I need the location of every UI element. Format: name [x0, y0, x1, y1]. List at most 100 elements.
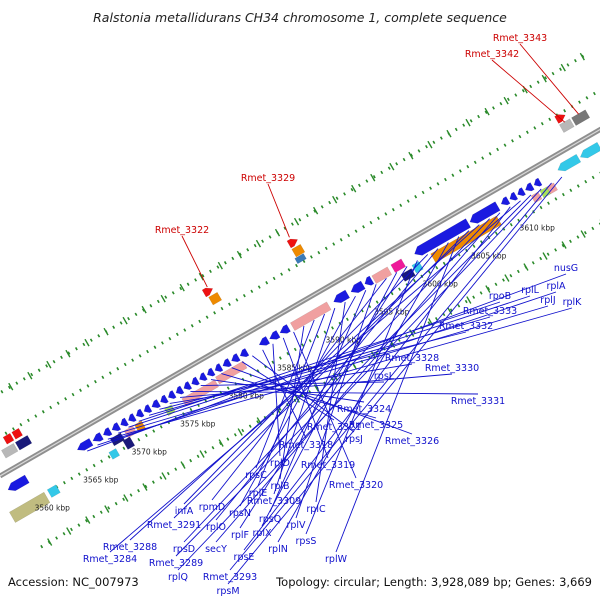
callout-rplk-label: rplK	[563, 297, 583, 308]
tick-label: 3560 kbp	[35, 503, 71, 512]
gene-red-3322	[201, 287, 214, 298]
map-title: Ralstonia metallidurans CH34 chromosome …	[93, 10, 507, 25]
tick-label: 3610 kbp	[520, 223, 556, 232]
guide-tick	[389, 162, 395, 171]
callout-rmet_3289-label: Rmet_3289	[149, 558, 203, 569]
callout-rplj-leader	[118, 305, 549, 434]
guide-tick	[65, 349, 71, 358]
callout-secy-leader	[215, 212, 501, 543]
callout-rmet_3284-label: Rmet_3284	[83, 554, 137, 565]
callout-rmet_3330-leader	[180, 373, 453, 398]
callout-rplx-leader	[261, 272, 398, 527]
gene-blue-13	[191, 376, 201, 386]
gene-blue-1	[92, 432, 104, 442]
gene-blue-15	[206, 367, 216, 377]
accession-text: Accession: NC_007973	[8, 575, 139, 589]
gene-pink-small-2	[530, 191, 543, 204]
callout-rpsm-label: rpsM	[216, 586, 239, 597]
topology-summary: Topology: circular; Length: 3,928,089 bp…	[276, 575, 592, 589]
callout-rpsj-leader	[252, 355, 355, 433]
tick-label: 3565 kbp	[83, 475, 119, 484]
callout-rpla-label: rplA	[546, 281, 566, 292]
callout-rmet_3320-label: Rmet_3320	[329, 480, 383, 491]
callout-rmet3342-label: Rmet_3342	[465, 49, 519, 60]
gene-blue-5	[128, 413, 137, 422]
callout-rplf-leader	[239, 266, 408, 529]
guide-tick	[332, 373, 339, 381]
callout-rplj-label: rplJ	[540, 295, 555, 306]
tick-label: 3580 kbp	[229, 391, 265, 400]
gene-blue-11	[175, 385, 185, 395]
callout-rplv-label: rplV	[286, 520, 306, 531]
guide-tick	[46, 360, 52, 369]
callout-rpss-leader	[305, 260, 418, 535]
guide-tick	[484, 107, 490, 116]
callout-rpsj-label: rpsJ	[345, 434, 363, 445]
callout-rpsc-leader	[255, 319, 315, 469]
guide-tick	[237, 428, 243, 436]
callout-rplw-label: rplW	[325, 554, 348, 565]
callout-rmet_3309-label: Rmet_3309	[247, 496, 301, 507]
gene-cyan-1	[557, 153, 582, 172]
callout-rpsl-label: rpsL	[374, 371, 395, 382]
gene-blue-20	[258, 336, 271, 346]
gene-rmet3342	[558, 118, 575, 133]
guide-tick	[294, 395, 300, 403]
callout-rplf-label: rplF	[231, 530, 249, 541]
guide-tick	[351, 184, 357, 193]
gene-pink-block-1	[289, 301, 332, 331]
callout-rmet_3331-label: Rmet_3331	[451, 396, 505, 407]
guide-tick	[27, 371, 33, 380]
gene-cyan-far	[46, 484, 61, 498]
gene-red-3342	[554, 114, 566, 124]
guide-tick	[446, 129, 452, 138]
callout-rple-leader	[257, 313, 325, 487]
gene-blue-19	[239, 348, 250, 358]
gene-cyan-left	[108, 448, 121, 460]
callout-rpsq-label: rpsQ	[259, 514, 281, 525]
tick-label: 3575 kbp	[180, 419, 216, 428]
gene-red-left-2	[11, 427, 23, 440]
callout-rpla-leader	[97, 291, 557, 446]
callout-rmet_3288-leader	[129, 224, 480, 541]
callout-rplw-leader	[335, 236, 460, 553]
guide-tick	[103, 327, 109, 336]
guide-tick	[236, 250, 243, 259]
guide-tick	[561, 241, 567, 249]
callout-rpsd-leader	[183, 218, 490, 543]
gene-cyan-2	[579, 141, 600, 159]
gene-rpoB	[469, 201, 501, 224]
callout-rpll-label: rplL	[521, 285, 540, 296]
callout-rpmd-leader	[211, 278, 387, 501]
callout-rpsm-leader	[227, 176, 563, 585]
callout-rpse-leader	[243, 206, 511, 551]
guide-tick	[293, 217, 300, 226]
guide-tick	[485, 285, 491, 293]
guide-tick	[579, 52, 585, 61]
guide-tick	[409, 329, 415, 337]
gene-callouts: Rmet_3343 Rmet_3342 Rmet_3329 Rmet_3322 nusG…	[83, 33, 582, 597]
gene-rmet3343	[571, 109, 591, 126]
guide-rail-3	[40, 222, 600, 549]
gene-pink-block-4	[371, 266, 393, 284]
guide-tick	[560, 63, 566, 72]
gene-blue-c-3	[525, 182, 535, 192]
gene-blue-12	[183, 381, 193, 390]
gene-blue-3	[111, 422, 122, 432]
callout-rmet_3328-label: Rmet_3328	[385, 353, 439, 364]
gene-blue-21	[269, 330, 281, 340]
guide-tick	[141, 305, 147, 314]
backbone-highlight	[0, 128, 600, 477]
callout-rmet_3291-label: Rmet_3291	[147, 520, 201, 531]
gene-rmet3322	[208, 291, 223, 306]
gene-navy-left	[14, 435, 33, 451]
tick-label: 3590 kbp	[326, 335, 362, 344]
callout-secy-label: secY	[205, 544, 227, 555]
guide-tick	[8, 382, 14, 391]
gene-blue-0	[76, 438, 94, 451]
callout-rplc-leader	[315, 302, 346, 503]
guide-tick	[504, 274, 510, 282]
callout-rpln-label: rplN	[268, 544, 288, 555]
callout-rpsq-leader	[269, 290, 367, 513]
gene-rmet3329	[291, 243, 306, 258]
